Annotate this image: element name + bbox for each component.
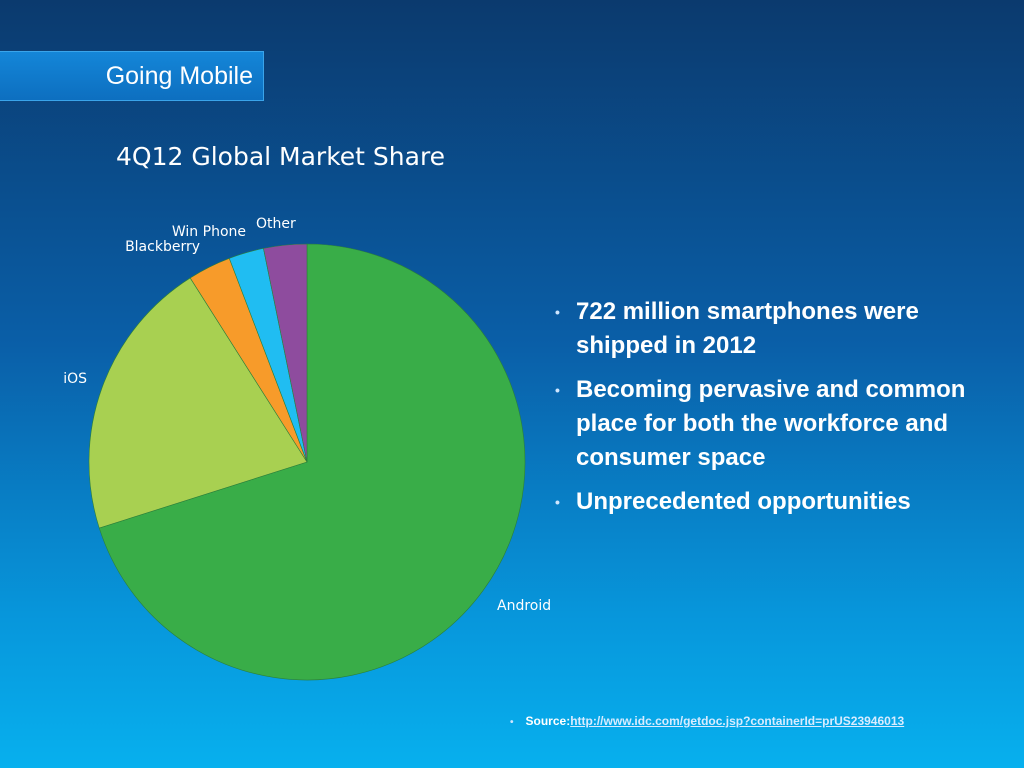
pie-label-win-phone: Win Phone bbox=[172, 224, 246, 240]
bullet-item: • 722 million smartphones were shipped in… bbox=[555, 295, 995, 363]
pie-label-ios: iOS bbox=[63, 371, 87, 387]
source-link[interactable]: http://www.idc.com/getdoc.jsp?containerI… bbox=[570, 714, 905, 728]
pie-slice-android bbox=[98, 243, 526, 681]
slide-title: Going Mobile bbox=[105, 61, 253, 90]
pie-label-android: Android bbox=[497, 598, 551, 614]
slide-title-box: Going Mobile bbox=[0, 51, 264, 101]
pie-slice-other bbox=[263, 243, 308, 463]
pie-slice-ios bbox=[88, 277, 308, 529]
bullet-text: Unprecedented opportunities bbox=[576, 488, 911, 515]
pie-label-other: Other bbox=[256, 216, 296, 232]
bullet-list: • 722 million smartphones were shipped in… bbox=[555, 295, 995, 529]
pie-label-blackberry: Blackberry bbox=[125, 239, 200, 255]
chart-title: 4Q12 Global Market Share bbox=[116, 142, 446, 171]
bullet-dot-icon: • bbox=[510, 717, 514, 728]
bullet-item: • Becoming pervasive and common place for… bbox=[555, 373, 995, 475]
bullet-text: Becoming pervasive and common place for … bbox=[576, 376, 966, 471]
bullet-dot-icon: • bbox=[555, 494, 560, 510]
bullet-item: • Unprecedented opportunities bbox=[555, 485, 995, 519]
bullet-dot-icon: • bbox=[555, 382, 560, 398]
bullet-text: 722 million smartphones were shipped in … bbox=[576, 298, 919, 359]
bullet-dot-icon: • bbox=[555, 304, 560, 320]
source-label: Source: bbox=[525, 714, 571, 728]
source-note: • Source:http://www.idc.com/getdoc.jsp?co… bbox=[510, 714, 904, 728]
